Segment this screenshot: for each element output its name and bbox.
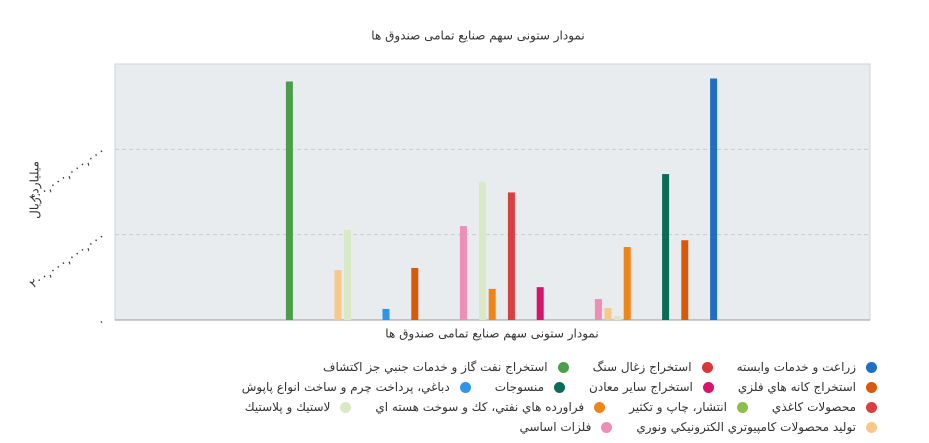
y-tick-label: ۲۰۰,۰۰۰,۰۰۰,۰۰۰ bbox=[27, 229, 108, 291]
bar bbox=[459, 226, 467, 320]
bar bbox=[507, 192, 515, 320]
legend-label: زراعت و خدمات وابسته bbox=[736, 360, 856, 374]
bar bbox=[594, 299, 602, 320]
bar bbox=[681, 240, 689, 320]
legend-swatch bbox=[459, 381, 471, 393]
bar bbox=[536, 287, 544, 320]
bar bbox=[334, 270, 342, 320]
bar bbox=[604, 308, 612, 320]
legend-label: لاستيك و پلاستيك bbox=[244, 400, 331, 414]
legend-item[interactable]: محصولات كاغذي bbox=[772, 400, 877, 414]
legend-label: استخراج کانه هاي فلزي bbox=[737, 380, 856, 394]
bar bbox=[662, 174, 670, 320]
legend-swatch bbox=[866, 361, 877, 373]
legend-label: توليد محصولات كامپيوتري الكترونيكي ونوري bbox=[636, 420, 856, 434]
legend-swatch bbox=[702, 381, 714, 393]
plot-area bbox=[114, 63, 871, 321]
legend-item[interactable]: منسوجات bbox=[494, 380, 566, 394]
legend-item[interactable]: زراعت و خدمات وابسته bbox=[737, 360, 877, 374]
legend-swatch bbox=[866, 401, 877, 413]
legend-label: فراورده هاي نفتي، كك و سوخت هسته اي bbox=[375, 400, 585, 414]
legend-item[interactable]: فراورده هاي نفتي، كك و سوخت هسته اي bbox=[375, 400, 606, 414]
legend-item[interactable]: استخراج کانه هاي فلزي bbox=[738, 380, 877, 394]
legend-item[interactable]: لاستيك و پلاستيك bbox=[245, 400, 352, 414]
x-axis-label: نمودار ستونی سهم صنایع تمامی صندوق ها bbox=[385, 327, 598, 342]
legend-swatch bbox=[557, 361, 569, 373]
bar bbox=[285, 81, 293, 320]
y-tick-label: ۰ bbox=[94, 314, 107, 329]
legend-swatch bbox=[594, 401, 606, 413]
bar bbox=[344, 229, 352, 320]
legend-label: منسوجات bbox=[494, 380, 545, 394]
bar bbox=[614, 316, 622, 320]
legend-item[interactable]: فلزات اساسي bbox=[519, 420, 613, 434]
legend-item[interactable]: استخراج نفت گاز و خدمات جنبي جز اکتشاف bbox=[323, 360, 569, 374]
legend-swatch bbox=[601, 421, 613, 433]
legend-item[interactable]: انتشار، چاپ و تکثير bbox=[629, 400, 748, 414]
bar bbox=[710, 78, 718, 320]
bar bbox=[479, 182, 487, 320]
legend-item[interactable]: استخراج ساير معادن bbox=[589, 380, 714, 394]
legend-swatch bbox=[866, 381, 877, 393]
legend-item[interactable]: دباغي، پرداخت چرم و ساخت انواع پاپوش bbox=[242, 380, 471, 394]
legend-item[interactable]: استخراج زغال سنگ bbox=[593, 360, 713, 374]
legend-swatch bbox=[554, 381, 566, 393]
legend-label: فلزات اساسي bbox=[519, 420, 592, 434]
legend-swatch bbox=[736, 401, 748, 413]
bar bbox=[488, 288, 496, 320]
legend-swatch bbox=[866, 421, 877, 433]
legend-swatch bbox=[340, 401, 352, 413]
bar bbox=[411, 267, 419, 320]
chart-title: نمودار ستونی سهم صنایع تمامی صندوق ها bbox=[371, 29, 584, 44]
y-axis-label: میلیارد ریال bbox=[28, 161, 43, 219]
bar bbox=[382, 308, 390, 320]
bar bbox=[623, 247, 631, 320]
legend-label: دباغي، پرداخت چرم و ساخت انواع پاپوش bbox=[241, 380, 450, 394]
legend-label: انتشار، چاپ و تکثير bbox=[629, 400, 727, 414]
legend-label: محصولات كاغذي bbox=[771, 400, 856, 414]
legend-label: استخراج ساير معادن bbox=[589, 380, 693, 394]
legend-label: استخراج زغال سنگ bbox=[592, 360, 692, 374]
legend-item[interactable]: توليد محصولات كامپيوتري الكترونيكي ونوري bbox=[636, 420, 877, 434]
legend-swatch bbox=[701, 361, 713, 373]
legend-label: استخراج نفت گاز و خدمات جنبي جز اکتشاف bbox=[323, 360, 548, 374]
legend: زراعت و خدمات وابسته استخراج زغال سنگ استخ… bbox=[177, 360, 877, 434]
